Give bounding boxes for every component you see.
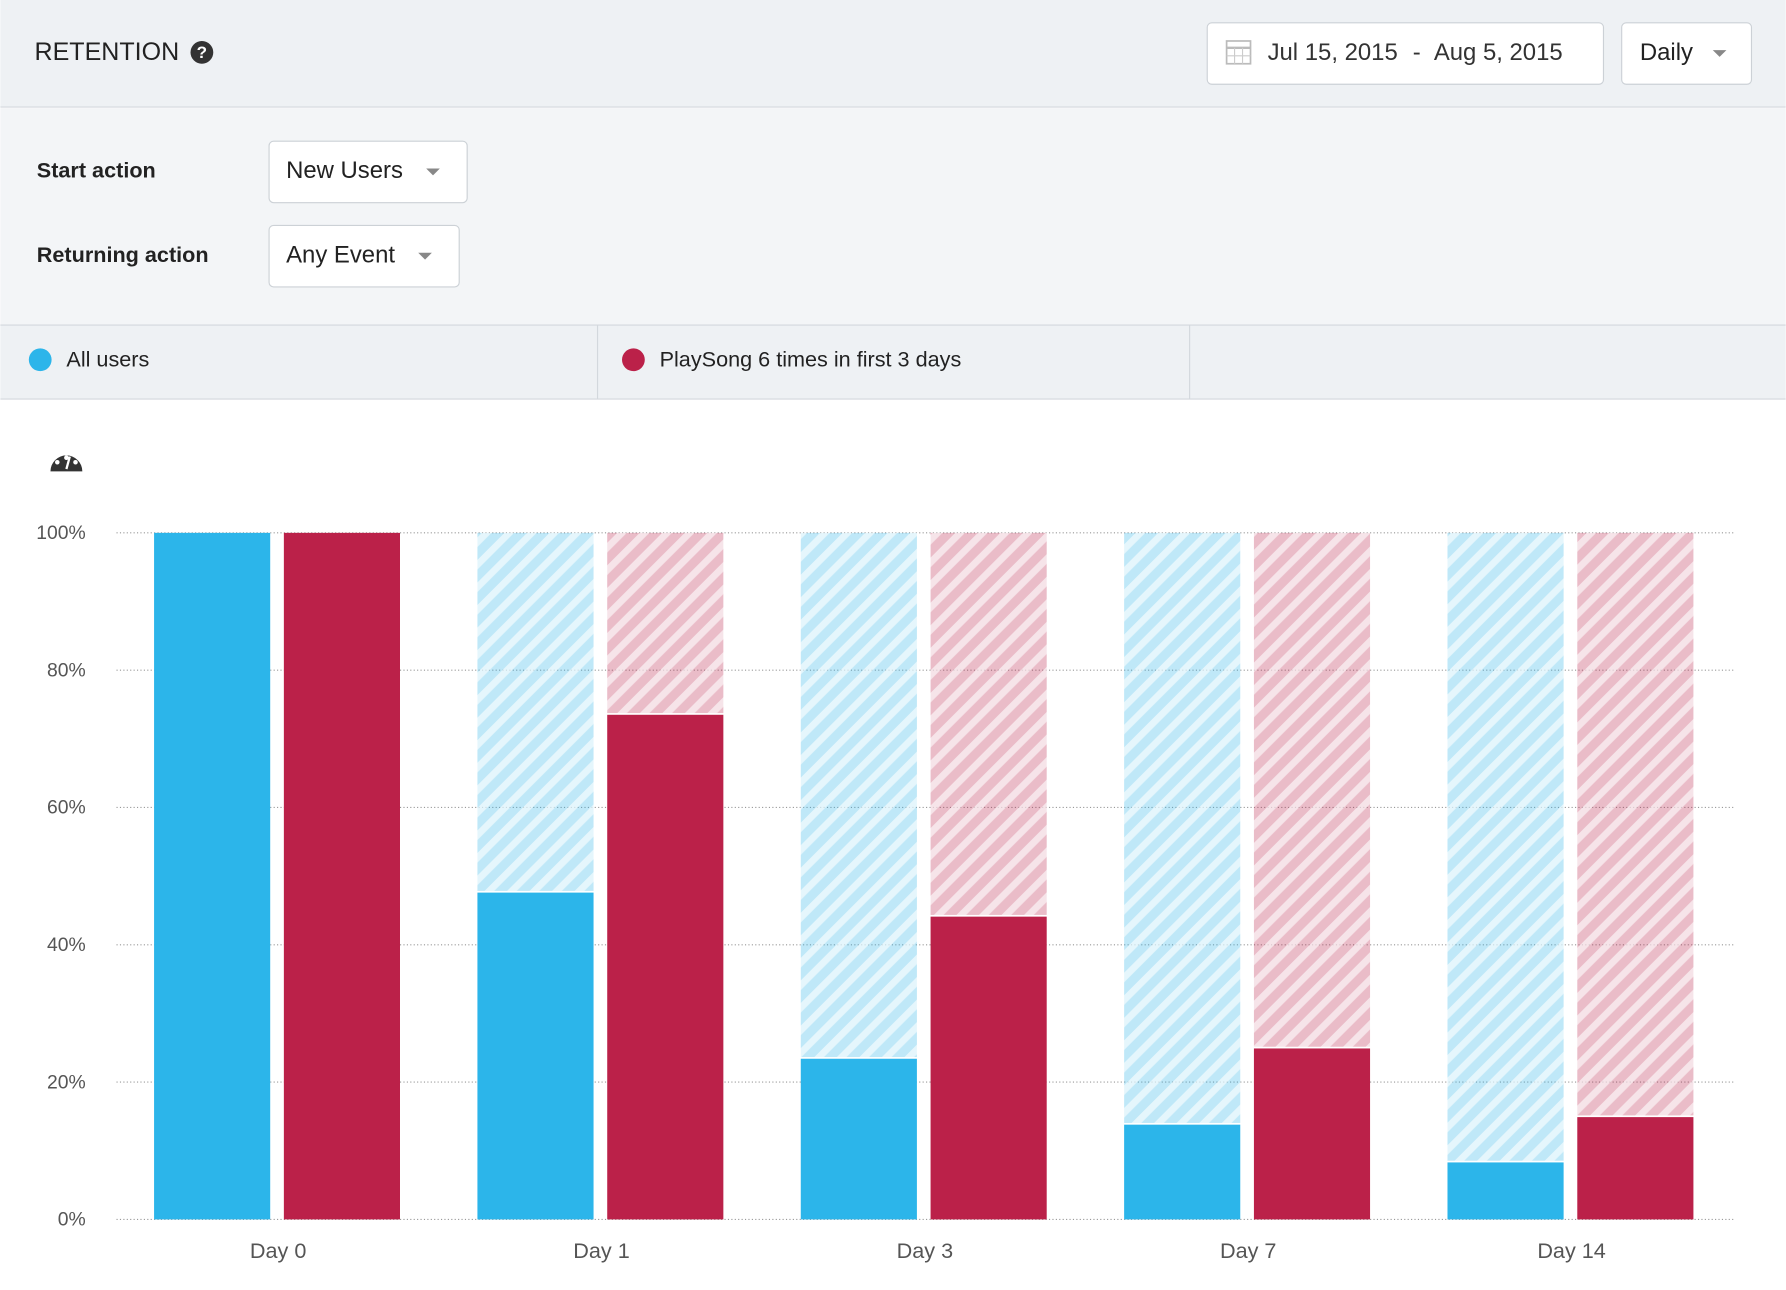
y-tick-label: 100% [36, 522, 85, 544]
date-start: Jul 15, 2015 [1268, 39, 1398, 66]
bar [283, 532, 400, 1220]
bar-remainder [477, 532, 594, 891]
controls-area [0, 108, 1786, 325]
bar [800, 1058, 917, 1220]
date-separator: - [1413, 39, 1421, 66]
date-range-picker[interactable]: Jul 15, 2015 - Aug 5, 2015 [1206, 22, 1605, 85]
control-value: Any Event [286, 241, 395, 268]
legend-swatch [28, 348, 52, 372]
y-tick-label: 80% [47, 659, 86, 681]
legend-label: PlaySong 6 times in first 3 days [660, 347, 962, 372]
bar [477, 892, 594, 1220]
x-tick-label: Day 7 [1220, 1238, 1277, 1263]
help-icon[interactable]: ? [190, 40, 214, 64]
start-action-dropdown[interactable]: New Users [268, 140, 468, 204]
bar-remainder [1577, 532, 1694, 1116]
legend-label: All users [66, 347, 149, 372]
bar [1577, 1117, 1694, 1220]
x-tick-label: Day 14 [1537, 1238, 1606, 1263]
bar [930, 916, 1047, 1220]
bar [1253, 1048, 1371, 1220]
x-tick-label: Day 3 [897, 1238, 954, 1263]
bar-remainder [800, 532, 917, 1058]
granularity-dropdown[interactable]: Daily [1621, 22, 1753, 85]
legend-swatch [622, 348, 645, 372]
bar [154, 532, 271, 1220]
bar-remainder [930, 532, 1047, 915]
svg-text:?: ? [197, 43, 207, 62]
granularity-value: Daily [1640, 39, 1693, 66]
plot: 0% 20% 40% 60% 80% 100% Day 0 Day 1 Day 3 Day 7 Da… [36, 522, 1734, 1263]
date-end: Aug 5, 2015 [1434, 39, 1563, 66]
x-tick-label: Day 1 [573, 1238, 630, 1263]
bar-remainder [1447, 532, 1564, 1161]
bar [1124, 1124, 1241, 1220]
bar [1447, 1162, 1564, 1220]
legend-item[interactable]: PlaySong 6 times in first 3 days [622, 347, 961, 372]
y-tick-label: 0% [58, 1209, 86, 1231]
bar [607, 714, 724, 1220]
legend-item[interactable]: All users [28, 347, 150, 372]
y-tick-label: 40% [47, 934, 86, 956]
y-tick-label: 60% [47, 797, 86, 819]
returning-action-dropdown[interactable]: Any Event [268, 224, 460, 288]
bar-remainder [1253, 532, 1371, 1047]
control-label: Returning action [37, 242, 209, 267]
gauge-icon [50, 451, 83, 472]
panel-title: RETENTION [35, 38, 180, 66]
legend-row [0, 324, 1786, 399]
legend: All users PlaySong 6 times in first 3 day… [28, 347, 961, 372]
control-label: Start action [37, 158, 156, 183]
bar-remainder [607, 532, 724, 714]
y-tick-label: 20% [47, 1071, 86, 1093]
bar-remainder [1124, 532, 1241, 1123]
x-tick-label: Day 0 [250, 1238, 307, 1263]
control-value: New Users [286, 157, 403, 184]
